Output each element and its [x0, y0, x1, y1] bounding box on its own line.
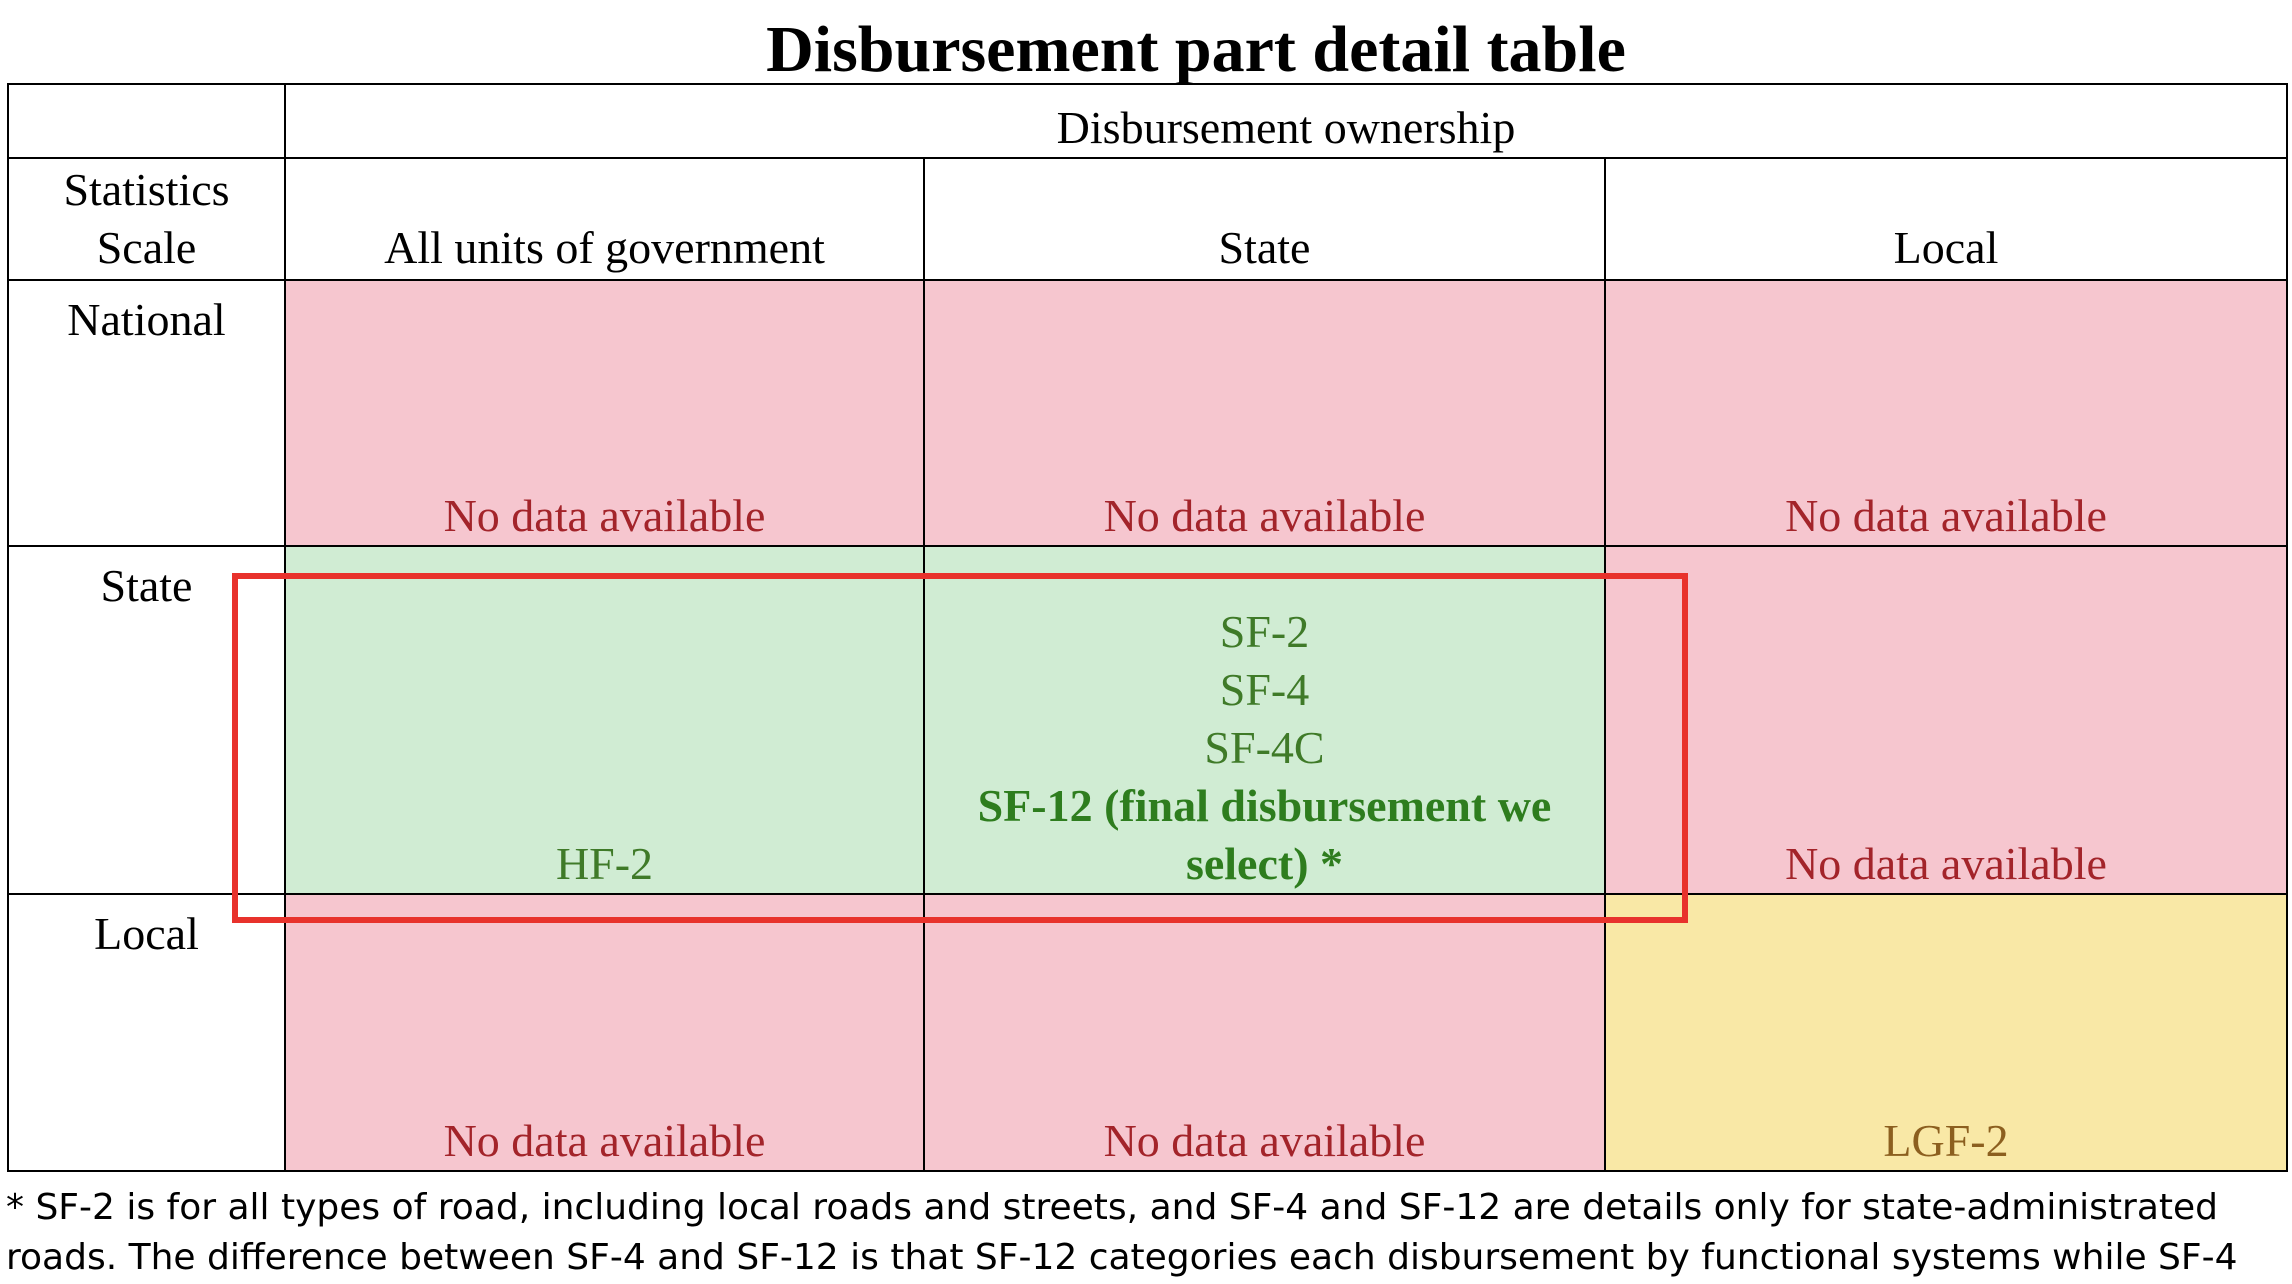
cell-local-all-units: No data available: [284, 893, 925, 1172]
ownership-header: Disbursement ownership: [283, 83, 2289, 159]
table-row-local: Local No data available No data availabl…: [7, 893, 2289, 1172]
statistics-scale-line1: Statistics: [63, 164, 230, 215]
statistics-scale-header: Statistics Scale: [7, 157, 286, 281]
row-label-national: National: [7, 279, 286, 547]
cell-local-state: No data available: [923, 893, 1606, 1172]
disbursement-table: Disbursement ownership Statistics Scale …: [7, 83, 2289, 1172]
table-row-state: State HF-2 SF-2 SF-4 SF-4C SF-12 (final …: [7, 545, 2289, 895]
cell-state-local: No data available: [1603, 545, 2289, 895]
form-sf-12-line2: select) *: [1185, 838, 1344, 889]
form-sf-4c: SF-4C: [1204, 722, 1325, 773]
cell-national-local: No data available: [1603, 279, 2289, 547]
column-header-state: State: [923, 157, 1606, 281]
column-header-all-units: All units of government: [284, 157, 925, 281]
cell-state-state: SF-2 SF-4 SF-4C SF-12 (final disbursemen…: [923, 545, 1606, 895]
row-label-state: State: [7, 545, 286, 895]
table-row-national: National No data available No data avail…: [7, 279, 2289, 547]
cell-national-state: No data available: [923, 279, 1606, 547]
footnote-line2: roads. The difference between SF-4 and S…: [6, 1237, 2238, 1278]
row-label-local: Local: [7, 893, 286, 1172]
cell-state-all-units: HF-2: [284, 545, 925, 895]
footnote: * SF-2 is for all types of road, includi…: [6, 1183, 2286, 1283]
footnote-line1: * SF-2 is for all types of road, includi…: [6, 1187, 2219, 1228]
form-sf-4: SF-4: [1219, 664, 1310, 715]
page-title: Disbursement part detail table: [766, 13, 1626, 86]
form-sf-12-line1: SF-12 (final disbursement we: [977, 780, 1552, 831]
form-sf-2: SF-2: [1219, 606, 1310, 657]
statistics-scale-line2: Scale: [96, 222, 197, 273]
cell-national-all-units: No data available: [284, 279, 925, 547]
empty-corner-cell: [7, 83, 286, 159]
table-header-row: Disbursement ownership: [7, 83, 2289, 159]
column-header-row: Statistics Scale All units of government…: [7, 157, 2289, 281]
column-header-local: Local: [1603, 157, 2289, 281]
cell-local-local: LGF-2: [1603, 893, 2289, 1172]
